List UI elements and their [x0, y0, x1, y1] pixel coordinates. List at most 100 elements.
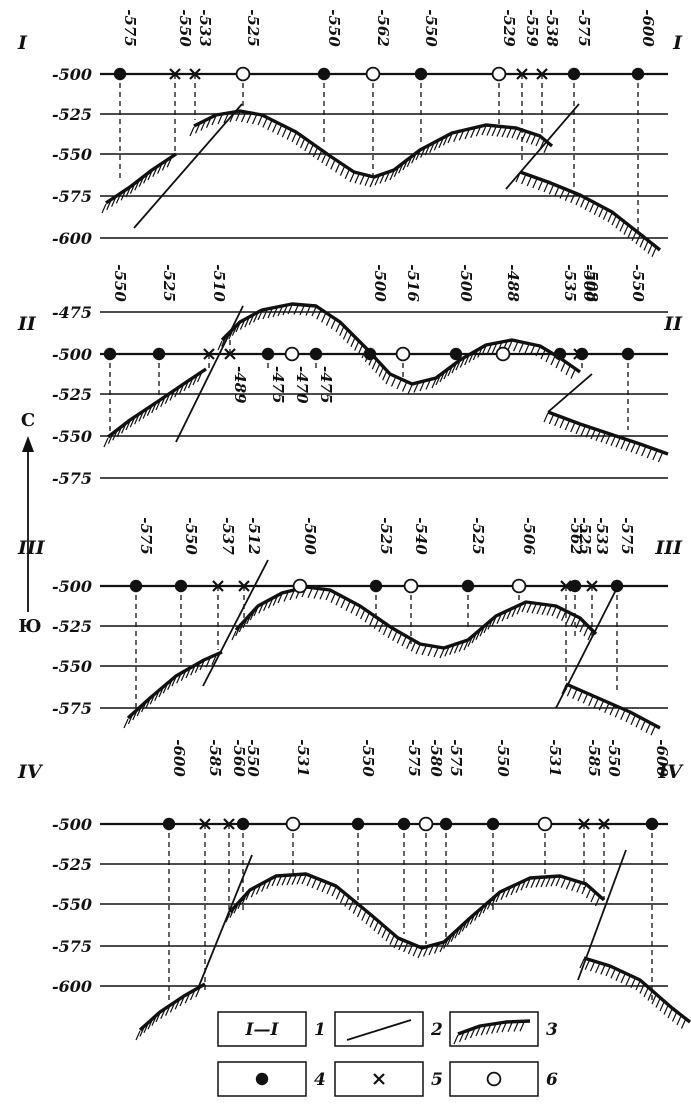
- well-open-circle-marker: [495, 346, 511, 362]
- level-label: -575: [52, 699, 92, 718]
- well-depth-label: -585: [585, 739, 603, 777]
- well-dot-marker: [351, 817, 365, 831]
- well-dot-marker: [610, 579, 624, 593]
- well-open-circle-marker: [511, 578, 527, 594]
- well-dot-marker: [486, 817, 500, 831]
- legend-fault-symbol: [346, 1019, 412, 1041]
- well-dot-marker: [645, 817, 659, 831]
- well-dot-marker: [553, 347, 567, 361]
- well-cross-marker: [516, 68, 528, 80]
- surface-hatching: [103, 372, 203, 448]
- level-label: -500: [52, 65, 92, 84]
- well-dot-marker: [631, 67, 645, 81]
- well-depth-label: -560: [230, 739, 248, 777]
- well-depth-label: -550: [176, 9, 194, 47]
- legend-item-5: 5: [334, 1061, 443, 1097]
- well-dot-marker: [369, 579, 383, 593]
- surface-hatching: [515, 172, 657, 258]
- well-depth-label: -512: [245, 517, 263, 555]
- hatched-surface-line: [126, 650, 223, 720]
- level-label: -550: [52, 657, 92, 676]
- level-label: -525: [52, 617, 92, 636]
- legend-item-1: I—I 1: [217, 1011, 326, 1047]
- well-depth-label: -550: [325, 9, 343, 47]
- section-name-right: I: [672, 32, 683, 54]
- well-dot-marker: [575, 347, 589, 361]
- well-cross-marker: [169, 68, 181, 80]
- legend-box: [217, 1011, 307, 1047]
- well-depth-label: -575: [405, 739, 423, 777]
- well-depth-label: -500: [371, 264, 389, 302]
- hatched-surface-line: [565, 682, 661, 730]
- well-dot-marker: [567, 67, 581, 81]
- north-south-arrow: СЮ: [18, 410, 41, 637]
- well-dot-marker: [162, 817, 176, 831]
- well-open-circle-marker: [537, 816, 553, 832]
- legend-number: 4: [314, 1070, 326, 1090]
- well-dot-marker: [439, 817, 453, 831]
- well-depth-label: -525: [469, 517, 487, 555]
- well-depth-label: -525: [244, 9, 262, 47]
- legend-box: [217, 1061, 307, 1097]
- surface-hatching: [101, 157, 172, 214]
- well-open-circle-marker: [486, 1071, 502, 1087]
- well-dot-marker: [113, 67, 127, 81]
- well-depth-label: -600: [639, 9, 657, 47]
- well-depth-label: -575: [137, 517, 155, 555]
- legend-number: 6: [546, 1070, 558, 1090]
- well-depth-label-below: -475: [317, 366, 335, 404]
- legend-section-symbol: I—I: [245, 1020, 280, 1040]
- surface-hatching: [189, 111, 549, 188]
- well-open-circle-marker: [491, 66, 507, 82]
- section-II: -475 -500 -525 -550 -575 II II -550 -525 -510 -500…: [17, 264, 683, 488]
- well-depth-label: -550: [111, 264, 129, 302]
- well-cross-marker: [224, 348, 236, 360]
- legend-box: [334, 1061, 424, 1097]
- legend-item-6: 6: [449, 1061, 558, 1097]
- fault-line: [133, 103, 243, 229]
- well-dot-marker: [174, 579, 188, 593]
- level-label: -475: [52, 303, 92, 322]
- well-depth-label: -540: [412, 517, 430, 555]
- well-open-circle-marker: [284, 346, 300, 362]
- well-cross-marker: [238, 580, 250, 592]
- level-label: -575: [52, 469, 92, 488]
- legend-item-2: 2: [334, 1011, 443, 1047]
- well-depth-label-below: -470: [293, 366, 311, 404]
- well-cross-marker: [536, 68, 548, 80]
- well-depth-label: -559: [523, 9, 541, 47]
- well-depth-label: -600: [653, 739, 671, 777]
- well-depth-label: -537: [219, 517, 237, 555]
- well-depth-label-below: -489: [231, 366, 249, 404]
- well-depth-label: -525: [160, 264, 178, 302]
- well-depth-label: -575: [121, 9, 139, 47]
- well-dot-marker: [461, 579, 475, 593]
- well-open-circle-marker: [235, 66, 251, 82]
- level-label: -550: [52, 145, 92, 164]
- well-depth-label: -585: [206, 739, 224, 777]
- surface-hatching: [453, 1022, 525, 1045]
- well-dot-marker: [317, 67, 331, 81]
- well-depth-label: -510: [210, 264, 228, 302]
- hatched-surface-line: [519, 170, 662, 252]
- legend-box: [334, 1011, 424, 1047]
- well-depth-label: -500: [301, 517, 319, 555]
- well-cross-marker: [578, 818, 590, 830]
- level-label: -575: [52, 937, 92, 956]
- fault-line: [198, 854, 253, 987]
- well-depth-label: -550: [182, 517, 200, 555]
- well-depth-label: -488: [504, 264, 522, 302]
- well-depth-label: -562: [567, 517, 585, 555]
- well-depth-label: -575: [447, 739, 465, 777]
- surface-hatching: [231, 587, 593, 659]
- surface-hatching: [217, 304, 576, 395]
- surface-hatching: [135, 987, 201, 1041]
- well-depth-label: -531: [546, 739, 564, 777]
- well-depth-label: -533: [196, 9, 214, 47]
- well-dot-marker: [621, 347, 635, 361]
- well-depth-label: -533: [593, 517, 611, 555]
- well-depth-label: -500: [457, 264, 475, 302]
- compass-south-label: Ю: [18, 616, 41, 637]
- well-open-circle-marker: [395, 346, 411, 362]
